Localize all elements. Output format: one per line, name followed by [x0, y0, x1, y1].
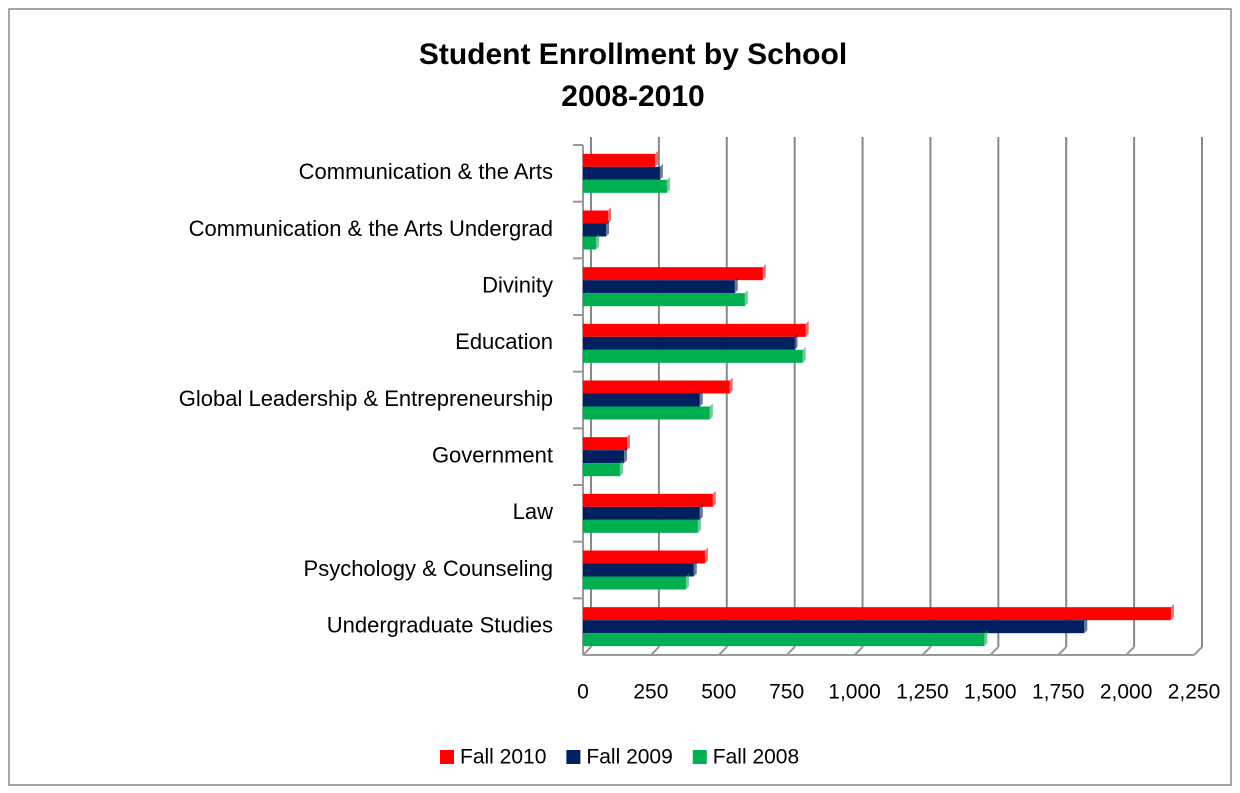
bar-depth: [624, 447, 628, 464]
bar: [583, 519, 698, 533]
bar: [583, 450, 625, 464]
tick-mark: [1193, 646, 1203, 656]
bar-depth: [659, 163, 663, 180]
x-tick-label: 1,500: [964, 681, 1017, 704]
y-tick-label: Government: [432, 442, 553, 467]
tick-mark: [853, 646, 864, 656]
y-tick-label: Education: [455, 329, 553, 354]
bar: [583, 280, 735, 294]
bar: [583, 506, 700, 520]
bar: [583, 223, 607, 237]
bar: [583, 620, 1085, 634]
chart-title: Student Enrollment by School: [419, 38, 847, 71]
legend-swatch: [440, 750, 454, 764]
y-tick-label: Psychology & Counseling: [304, 556, 553, 581]
bar-depth: [654, 150, 658, 167]
chart-subtitle: 2008-2010: [561, 80, 704, 113]
bar-depth: [596, 233, 600, 250]
bar: [583, 393, 700, 407]
bar: [583, 463, 620, 477]
bar: [583, 166, 660, 180]
bar-depth: [606, 220, 610, 237]
bar-depth: [699, 390, 703, 407]
bar: [583, 153, 655, 167]
y-tick-label: Communication & the Arts: [299, 159, 553, 184]
bar: [583, 293, 745, 307]
y-tick-label: Law: [513, 499, 553, 524]
bar: [583, 349, 803, 363]
bar-depth: [693, 560, 697, 577]
bar-depth: [626, 434, 630, 451]
bar-depth: [805, 320, 809, 337]
legend-label: Fall 2008: [713, 746, 799, 769]
bar-depth: [1084, 617, 1088, 634]
legend-swatch: [566, 750, 581, 764]
bar: [583, 493, 713, 507]
bar: [583, 380, 730, 394]
x-tick-label: 2,250: [1168, 681, 1221, 704]
bar-depth: [744, 290, 748, 307]
bar-depth: [685, 573, 689, 590]
bar: [583, 179, 667, 193]
tick-mark: [989, 646, 1000, 656]
bar: [583, 607, 1171, 621]
bar: [583, 550, 705, 564]
bar: [583, 323, 806, 337]
bar: [583, 576, 686, 590]
x-tick-label: 1,750: [1032, 681, 1085, 704]
y-tick-label: Communication & the Arts Undergrad: [189, 216, 553, 241]
bar-depth: [666, 176, 670, 193]
bar: [583, 267, 763, 281]
bar-depth: [619, 460, 623, 477]
bar-depth: [984, 630, 988, 647]
x-tick-label: 0: [577, 681, 589, 704]
y-tick-label: Undergraduate Studies: [327, 612, 553, 637]
bar: [583, 336, 795, 350]
bar-depth: [699, 503, 703, 520]
legend-label: Fall 2009: [586, 746, 672, 769]
y-tick-label: Global Leadership & Entrepreneurship: [179, 386, 553, 411]
bar-depth: [1170, 604, 1174, 621]
bar: [583, 406, 710, 420]
bar: [583, 210, 608, 224]
bar-depth: [802, 346, 806, 363]
bar-depth: [729, 377, 733, 394]
bar-depth: [762, 264, 766, 281]
x-tick-label: 1,250: [896, 681, 949, 704]
tick-mark: [582, 646, 592, 656]
x-tick-label: 2,000: [1100, 681, 1153, 704]
tick-mark: [718, 646, 728, 656]
bar-depth: [704, 547, 708, 564]
bar: [583, 437, 627, 451]
bar-depth: [607, 207, 611, 224]
bar: [583, 633, 985, 647]
tick-mark: [785, 646, 796, 656]
bar-depth: [709, 403, 713, 420]
y-tick-label: Divinity: [482, 272, 553, 297]
tick-mark: [650, 646, 660, 656]
x-tick-label: 1,000: [828, 681, 881, 704]
bar: [583, 563, 694, 577]
bar: [583, 236, 597, 250]
bar-depth: [794, 333, 798, 350]
bar-depth: [712, 490, 716, 507]
bar-depth: [697, 516, 701, 533]
tick-mark: [1125, 646, 1135, 656]
x-tick-label: 750: [769, 681, 804, 704]
legend-label: Fall 2010: [460, 746, 546, 769]
tick-mark: [921, 646, 932, 656]
legend-swatch: [692, 750, 707, 764]
tick-mark: [1057, 646, 1067, 656]
x-tick-label: 500: [701, 681, 736, 704]
bar-depth: [734, 277, 738, 294]
x-tick-label: 250: [633, 681, 668, 704]
